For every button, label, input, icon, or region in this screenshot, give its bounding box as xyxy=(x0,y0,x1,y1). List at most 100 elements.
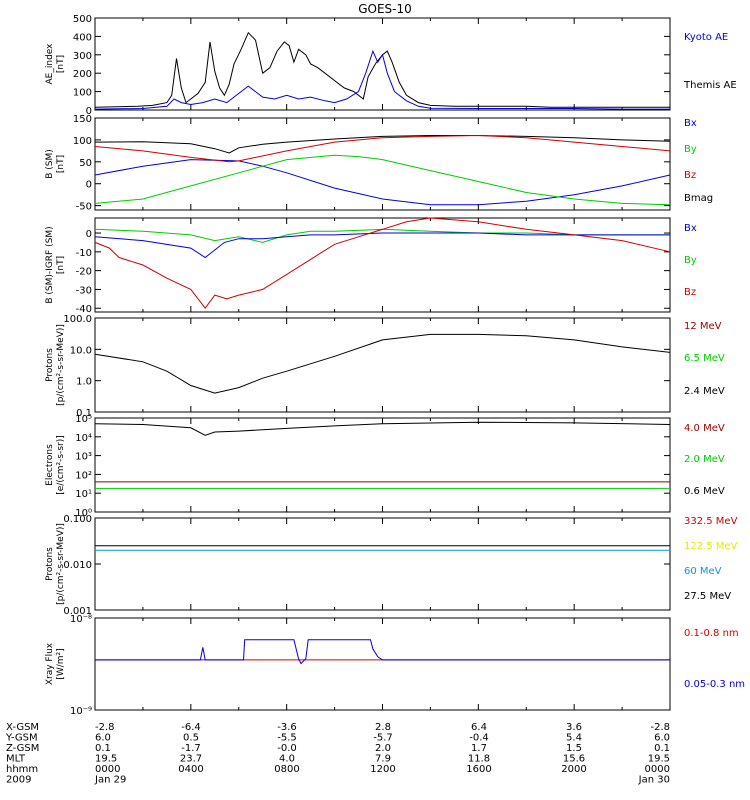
panel-2: -50 0 50 100 150 B (SM) [nT] Bx By Bz Bmag xyxy=(45,114,713,213)
y-axis-label: [nT] xyxy=(56,256,66,274)
panel-1: 0 100 200 300 400 500 AE_index [nT] Kyoto AE Them… xyxy=(45,14,737,117)
y-axis-label: Xray Flux xyxy=(45,642,55,685)
bottom-row-value: 5.4 xyxy=(566,733,582,744)
panel-frame xyxy=(94,17,671,111)
legend-entry: 2.0 MeV xyxy=(684,454,725,465)
y-tick-label: -30 xyxy=(76,285,92,296)
y-tick-label: 0 xyxy=(86,229,92,240)
series-line xyxy=(94,135,671,154)
series-line xyxy=(94,159,671,206)
y-tick-label: 0.001 xyxy=(63,606,92,617)
panel-3: -40 -30 -20 -10 0 B (SM)-IGRF (SM) [nT] Bx By Bz xyxy=(45,217,697,315)
y-tick-label: 100.0 xyxy=(63,314,92,325)
legend-entry: 332.5 MeV xyxy=(684,516,738,527)
bottom-row-label: hhmm xyxy=(6,764,38,775)
legend-entry: 60 MeV xyxy=(684,566,722,577)
legend-entry: 0.1-0.8 nm xyxy=(684,628,739,639)
bottom-row-value: 15.6 xyxy=(563,754,585,765)
y-axis-label: Protons xyxy=(45,547,55,581)
y-tick-label: 0 xyxy=(86,180,92,191)
y-tick-label: 0.010 xyxy=(63,560,92,571)
bottom-row-value: 0000 xyxy=(645,764,670,775)
bottom-row-label: Y-GSM xyxy=(5,733,38,744)
y-tick-label: 10³ xyxy=(75,452,92,463)
y-tick-label: 10⁻⁸ xyxy=(70,614,92,625)
figure-title: GOES-10 xyxy=(358,2,412,16)
panel-4: 0.1 1.0 10.0 100.0 Protons [p/(cm²-s-sr-MeV)]… xyxy=(45,314,725,419)
legend-entry: By xyxy=(684,144,697,155)
y-tick-label: -40 xyxy=(76,304,92,315)
y-axis-label: AE_index xyxy=(45,43,55,85)
bottom-row-value: 19.5 xyxy=(95,754,117,765)
y-tick-label: -20 xyxy=(76,267,92,278)
y-tick-label: 200 xyxy=(73,69,92,80)
y-axis-label: Protons xyxy=(45,348,55,382)
bottom-row-label: 2009 xyxy=(6,775,31,786)
bottom-row-value: 2.8 xyxy=(375,722,391,733)
bottom-row-value: 6.0 xyxy=(654,733,670,744)
bottom-row-label: MLT xyxy=(6,754,26,765)
legend-entry: 2.4 MeV xyxy=(684,386,725,397)
y-axis-label: [p/(cm²-s-sr-MeV)] xyxy=(56,324,66,406)
legend-entry: 4.0 MeV xyxy=(684,423,725,434)
y-tick-label: -10 xyxy=(76,248,92,259)
legend-entry: Kyoto AE xyxy=(684,32,728,43)
legend-entry: 12 MeV xyxy=(684,321,722,332)
y-tick-label: 0 xyxy=(86,106,92,117)
y-tick-label: 1.0 xyxy=(76,377,92,388)
bottom-row-value: -2.8 xyxy=(95,722,115,733)
bottom-row-value: -1.7 xyxy=(181,743,201,754)
bottom-row-value: -5.7 xyxy=(373,733,393,744)
legend-entry: 0.05-0.3 nm xyxy=(684,679,745,690)
series-line xyxy=(94,31,670,108)
legend-entry: Bx xyxy=(684,118,697,129)
legend-entry: 27.5 MeV xyxy=(684,591,731,602)
legend-entry: Bz xyxy=(684,170,696,181)
legend-entry: By xyxy=(684,255,697,266)
legend-entry: 0.6 MeV xyxy=(684,486,725,497)
y-tick-label: 50 xyxy=(79,158,92,169)
y-tick-label: 100 xyxy=(73,88,92,99)
series-line xyxy=(94,421,671,436)
y-tick-label: 10⁰ xyxy=(75,508,92,519)
panel-6: 0.001 0.010 0.100 Protons [p/(cm²-s-sr-MeV)]… xyxy=(45,514,738,617)
series-line xyxy=(95,639,670,665)
bottom-row-value: 1600 xyxy=(466,764,491,775)
legend-entry: 122.5 MeV xyxy=(684,541,738,552)
bottom-row-value: 19.5 xyxy=(648,754,670,765)
panel-frame xyxy=(94,317,671,413)
bottom-row-value: 0400 xyxy=(178,764,203,775)
bottom-row-value: 7.9 xyxy=(375,754,391,765)
y-tick-label: 100 xyxy=(73,136,92,147)
bottom-row-value: 3.6 xyxy=(566,722,582,733)
bottom-row-value: 1.5 xyxy=(566,743,582,754)
bottom-row-value: Jan 29 xyxy=(94,775,126,786)
series-line xyxy=(94,49,670,110)
legend-entry: 6.5 MeV xyxy=(684,353,725,364)
y-tick-label: 300 xyxy=(73,51,92,62)
y-axis-label: B (SM) xyxy=(45,149,55,179)
legend-entry: Bz xyxy=(684,287,696,298)
bottom-row-value: 0000 xyxy=(95,764,120,775)
bottom-row-value: 23.7 xyxy=(180,754,202,765)
panel-frame xyxy=(94,417,671,513)
legend-entry: Bmag xyxy=(684,193,713,204)
y-axis-label: [nT] xyxy=(56,55,66,73)
panel-5: 10⁰ 10¹ 10² 10³ 10⁴ 10⁵ Electrons [e/(cm²-s-sr)… xyxy=(45,414,725,519)
y-axis-label: B (SM)-IGRF (SM) xyxy=(45,226,55,303)
series-line xyxy=(94,154,671,206)
panel-frame xyxy=(94,517,671,611)
panel-frame xyxy=(94,617,671,711)
bottom-row-value: -6.4 xyxy=(181,722,201,733)
y-axis-label: Electrons xyxy=(45,444,55,486)
bottom-row-value: 0.1 xyxy=(95,743,111,754)
y-tick-label: 10⁴ xyxy=(75,433,92,444)
y-tick-label: 10⁵ xyxy=(75,414,92,425)
bottom-row-value: 1.7 xyxy=(471,743,487,754)
series-line xyxy=(94,134,671,163)
panel-7: 10⁻⁹ 10⁻⁸ Xray Flux [W/m²] 0.1-0.8 nm 0.05-0.… xyxy=(45,614,745,717)
y-tick-label: 10¹ xyxy=(75,489,92,500)
bottom-row-value: -3.6 xyxy=(277,722,297,733)
